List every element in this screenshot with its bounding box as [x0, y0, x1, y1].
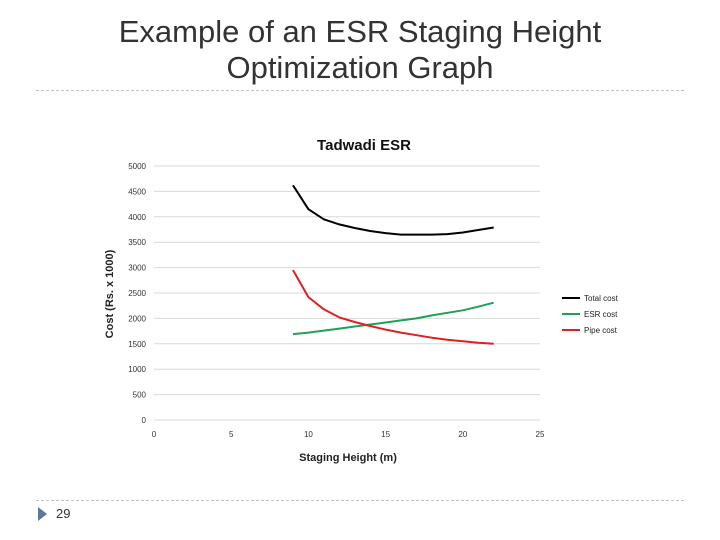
y-tick-label: 2500 — [128, 289, 146, 298]
legend: Total cost ESR cost Pipe cost — [562, 294, 619, 335]
y-tick-label: 5000 — [128, 162, 146, 171]
chart-title: Tadwadi ESR — [317, 137, 411, 154]
y-tick-label: 2000 — [128, 314, 146, 323]
y-tick-label: 3000 — [128, 264, 146, 273]
y-tick-label: 1500 — [128, 340, 146, 349]
x-tick-label: 5 — [229, 430, 234, 439]
x-axis-label: Staging Height (m) — [299, 452, 397, 464]
y-tick-label: 3500 — [128, 238, 146, 247]
top-divider — [36, 90, 684, 91]
slide-title-line-2: Optimization Graph — [226, 50, 494, 85]
series-line-total-cost — [292, 184, 494, 236]
x-tick-label: 10 — [304, 430, 313, 439]
y-axis-label: Cost (Rs. x 1000) — [104, 249, 116, 338]
y-tick-label: 1000 — [128, 365, 146, 374]
legend-label: ESR cost — [584, 310, 618, 319]
page-number: 29 — [56, 506, 71, 521]
legend-label: Total cost — [584, 294, 619, 303]
grid-lines — [154, 165, 540, 421]
line-chart: Tadwadi ESR 0 500 1000 1500 2000 2500 3000 3500… — [104, 137, 619, 464]
y-tick-label: 0 — [142, 416, 147, 425]
series-line-esr-cost — [292, 301, 494, 336]
x-tick-label: 15 — [381, 430, 390, 439]
series-line-pipe-cost — [292, 269, 494, 345]
slide-title: Example of an ESR Staging Height Optimiz… — [60, 14, 660, 86]
footer-arrow-icon — [38, 507, 47, 521]
x-tick-label: 0 — [152, 430, 157, 439]
series-lines — [292, 184, 494, 345]
y-tick-label: 500 — [133, 391, 147, 400]
y-axis-ticks: 0 500 1000 1500 2000 2500 3000 3500 4000 4500 5000 — [128, 162, 146, 425]
legend-label: Pipe cost — [584, 326, 618, 335]
y-tick-label: 4000 — [128, 213, 146, 222]
bottom-divider — [36, 500, 684, 501]
slide-title-line-1: Example of an ESR Staging Height — [118, 14, 602, 49]
y-tick-label: 4500 — [128, 187, 146, 196]
x-axis-ticks: 0 5 10 15 20 25 — [152, 430, 545, 439]
x-tick-label: 25 — [536, 430, 545, 439]
x-tick-label: 20 — [458, 430, 467, 439]
chart-frame: Tadwadi ESR 0 500 1000 1500 2000 2500 3000 3500… — [96, 124, 636, 474]
